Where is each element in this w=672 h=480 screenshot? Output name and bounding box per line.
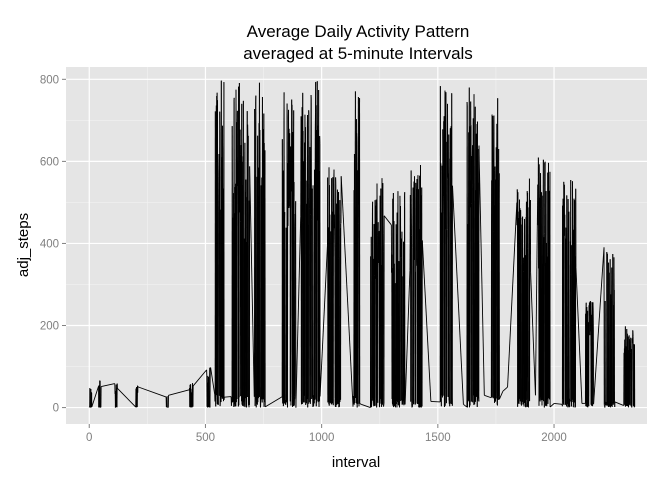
series-line-segment bbox=[359, 403, 362, 405]
x-tick-label: 0 bbox=[86, 432, 92, 444]
series-line-segment bbox=[91, 386, 99, 408]
series-line-segment bbox=[249, 166, 255, 397]
series-line-segment bbox=[361, 403, 371, 408]
series-line-segment bbox=[478, 160, 485, 396]
series-line-segment bbox=[593, 247, 605, 405]
series-line-segment bbox=[117, 387, 137, 408]
x-tick-label: 1500 bbox=[425, 432, 451, 444]
series-line-segment bbox=[404, 270, 411, 405]
series-line-segment bbox=[614, 401, 624, 406]
series-line-segment bbox=[452, 185, 464, 405]
y-axis-title: adj_steps bbox=[15, 213, 32, 277]
x-tick-label: 1000 bbox=[309, 432, 335, 444]
y-tick-label: 400 bbox=[40, 238, 59, 250]
y-tick-label: 200 bbox=[40, 321, 59, 333]
y-axis-ticks: 0 200 400 600 800 bbox=[40, 74, 66, 415]
series-line-segment bbox=[295, 216, 302, 408]
x-axis-title: interval bbox=[332, 454, 380, 471]
series-line-segment bbox=[383, 215, 392, 226]
series-line-segment bbox=[168, 389, 190, 396]
y-tick-label: 600 bbox=[40, 156, 59, 168]
series-line-segment bbox=[224, 396, 232, 398]
series-line-segment bbox=[507, 202, 518, 388]
series-line-segment bbox=[319, 245, 328, 397]
y-tick-label: 800 bbox=[40, 74, 59, 86]
series-line-segment bbox=[502, 386, 508, 392]
series-line-segment bbox=[210, 367, 216, 395]
series-line-segment bbox=[192, 369, 207, 387]
series-line-segment bbox=[484, 394, 492, 399]
series-line-segment bbox=[138, 386, 167, 398]
chart-title-line-2: averaged at 5-minute Intervals bbox=[243, 44, 473, 63]
series-line-segment bbox=[101, 383, 115, 388]
series-line-segment bbox=[549, 403, 555, 408]
series-adj-steps bbox=[88, 80, 636, 408]
x-tick-label: 500 bbox=[196, 432, 215, 444]
series-line-segment bbox=[340, 176, 354, 407]
series-line-segment bbox=[463, 403, 468, 408]
series-line-segment bbox=[530, 272, 536, 396]
series-line-segment bbox=[421, 240, 432, 402]
series-line-segment bbox=[264, 396, 283, 408]
series-line-segment bbox=[575, 267, 583, 404]
y-tick-label: 0 bbox=[53, 403, 59, 415]
series-line-segment bbox=[499, 390, 504, 400]
series-line-segment bbox=[535, 184, 539, 396]
chart-title-line-1: Average Daily Activity Pattern bbox=[247, 22, 470, 41]
x-tick-label: 2000 bbox=[541, 432, 567, 444]
series-line-segment bbox=[553, 403, 563, 405]
x-axis-ticks: 0 500 1000 1500 2000 bbox=[86, 424, 567, 444]
